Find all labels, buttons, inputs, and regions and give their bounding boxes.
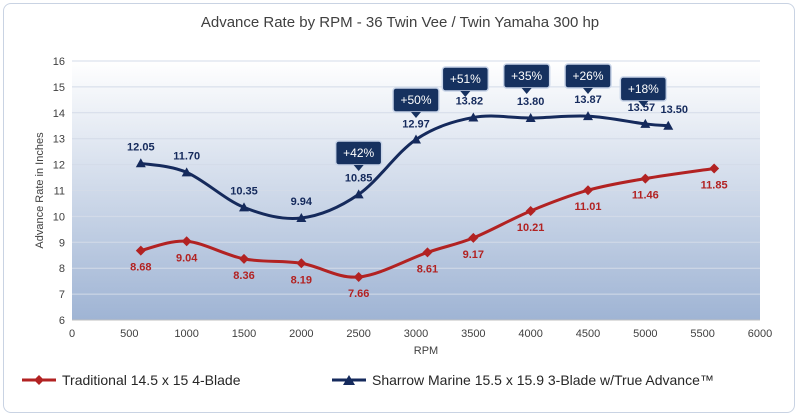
data-point-sharrow[interactable]: [296, 212, 307, 222]
x-tick-label: 6000: [748, 328, 772, 340]
data-label-sharrow: 10.35: [230, 185, 258, 197]
y-tick-label: 13: [53, 134, 65, 146]
callout-label: +50%: [400, 93, 431, 107]
x-axis-title: RPM: [414, 345, 438, 357]
data-point-traditional[interactable]: [239, 253, 249, 264]
legend-item-traditional[interactable]: Traditional 14.5 x 15 4-Blade: [20, 372, 240, 388]
legend-marker-triangle-icon: [332, 375, 366, 385]
data-label-traditional: 8.61: [417, 263, 438, 275]
data-label-sharrow: 10.85: [345, 172, 373, 184]
legend-label-sharrow: Sharrow Marine 15.5 x 15.9 3-Blade w/Tru…: [372, 372, 714, 388]
legend-marker-diamond-icon: [22, 375, 56, 385]
data-label-sharrow: 13.87: [574, 94, 602, 106]
callout-pointer: [638, 101, 649, 107]
data-label-sharrow: 11.70: [173, 150, 200, 162]
y-tick-label: 9: [59, 237, 65, 249]
callout-label: +35%: [511, 69, 542, 83]
y-tick-label: 6: [59, 315, 65, 327]
x-tick-label: 3500: [461, 328, 485, 340]
data-point-traditional[interactable]: [353, 272, 364, 283]
data-point-sharrow[interactable]: [353, 189, 364, 199]
data-point-traditional[interactable]: [135, 245, 146, 256]
x-tick-label: 4000: [518, 328, 542, 340]
data-point-sharrow[interactable]: [181, 167, 192, 177]
data-label-traditional: 11.85: [701, 179, 728, 191]
data-point-traditional[interactable]: [181, 236, 192, 247]
data-label-sharrow: 12.97: [402, 118, 430, 130]
y-tick-label: 12: [53, 160, 65, 172]
data-point-traditional[interactable]: [640, 173, 651, 184]
data-point-sharrow[interactable]: [525, 112, 536, 122]
data-label-traditional: 8.68: [130, 262, 151, 274]
data-point-traditional[interactable]: [525, 205, 536, 216]
y-tick-label: 10: [53, 211, 65, 223]
data-label-sharrow: 12.05: [127, 141, 155, 153]
x-tick-label: 500: [120, 328, 138, 340]
x-tick-label: 5000: [633, 328, 657, 340]
data-label-traditional: 8.36: [233, 270, 254, 282]
callout-label: +26%: [572, 69, 603, 83]
data-point-sharrow[interactable]: [640, 118, 651, 128]
data-point-sharrow[interactable]: [239, 202, 249, 212]
y-axis-title: Advance Rate in Inches: [34, 132, 46, 249]
chart-title: Advance Rate by RPM - 36 Twin Vee / Twin…: [200, 14, 600, 31]
x-tick-label: 2500: [346, 328, 370, 340]
x-tick-label: 4500: [576, 328, 600, 340]
y-tick-label: 14: [53, 108, 65, 120]
data-point-traditional[interactable]: [583, 185, 593, 196]
data-label-sharrow: 9.94: [291, 196, 313, 208]
x-tick-label: 0: [69, 328, 75, 340]
data-label-sharrow: 13.82: [456, 95, 484, 107]
callout-pointer: [583, 88, 593, 94]
data-point-traditional[interactable]: [709, 163, 720, 174]
data-point-sharrow[interactable]: [135, 158, 146, 168]
data-label-sharrow: 13.57: [628, 102, 656, 114]
y-tick-label: 15: [53, 82, 65, 94]
data-label-traditional: 7.66: [348, 288, 369, 300]
data-point-sharrow[interactable]: [663, 120, 674, 130]
data-label-traditional: 9.04: [176, 252, 198, 264]
data-label-traditional: 9.17: [463, 249, 484, 261]
data-label-traditional: 10.21: [517, 222, 545, 234]
legend-label-traditional: Traditional 14.5 x 15 4-Blade: [62, 372, 241, 388]
data-point-traditional[interactable]: [296, 258, 307, 269]
x-tick-label: 1000: [174, 328, 198, 340]
y-tick-label: 16: [53, 56, 65, 68]
data-label-traditional: 8.19: [291, 274, 312, 286]
y-tick-label: 8: [59, 263, 65, 275]
callout-pointer: [411, 112, 421, 118]
callout-pointer: [460, 91, 471, 97]
y-tick-label: 7: [59, 289, 65, 301]
data-point-traditional[interactable]: [422, 247, 433, 258]
data-point-sharrow[interactable]: [468, 112, 479, 122]
data-label-sharrow: 13.80: [517, 96, 545, 108]
callout-pointer: [353, 165, 364, 171]
data-point-traditional[interactable]: [468, 232, 479, 243]
x-tick-label: 5500: [690, 328, 714, 340]
x-tick-label: 3000: [404, 328, 428, 340]
callout-label: +18%: [628, 82, 659, 96]
data-label-sharrow: 13.50: [661, 104, 689, 116]
callout-label: +51%: [450, 72, 481, 86]
callout-label: +42%: [343, 146, 374, 160]
data-label-traditional: 11.46: [632, 190, 659, 202]
x-tick-label: 1500: [232, 328, 256, 340]
legend-item-sharrow[interactable]: Sharrow Marine 15.5 x 15.9 3-Blade w/Tru…: [330, 372, 714, 388]
y-tick-label: 11: [54, 186, 65, 198]
data-label-traditional: 11.01: [575, 201, 602, 213]
x-tick-label: 2000: [289, 328, 313, 340]
callout-pointer: [521, 88, 532, 94]
data-point-sharrow[interactable]: [583, 111, 593, 121]
legend: Traditional 14.5 x 15 4-Blade Sharrow Ma…: [0, 372, 800, 396]
data-point-sharrow[interactable]: [411, 134, 421, 144]
